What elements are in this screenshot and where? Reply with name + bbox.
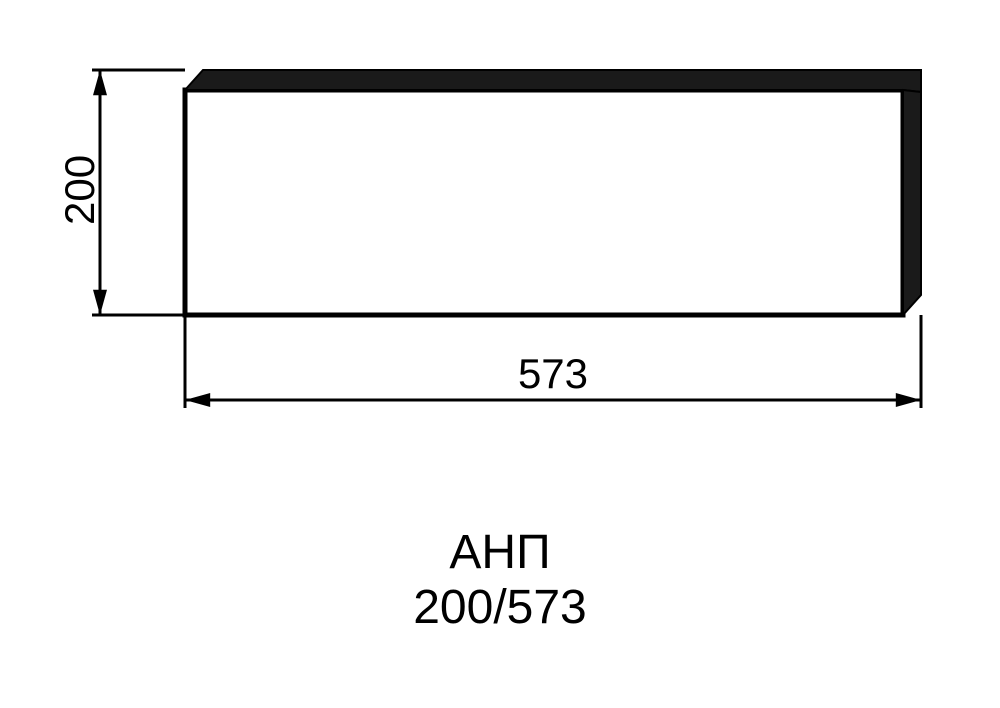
vertical-dimension-label: 200 (56, 165, 104, 225)
part-caption: АНП 200/573 (350, 525, 650, 635)
caption-line2: 200/573 (350, 580, 650, 635)
technical-drawing: 200 573 АНП 200/573 (0, 0, 1000, 703)
caption-line1: АНП (350, 525, 650, 580)
horizontal-dimension-label: 573 (503, 350, 603, 398)
